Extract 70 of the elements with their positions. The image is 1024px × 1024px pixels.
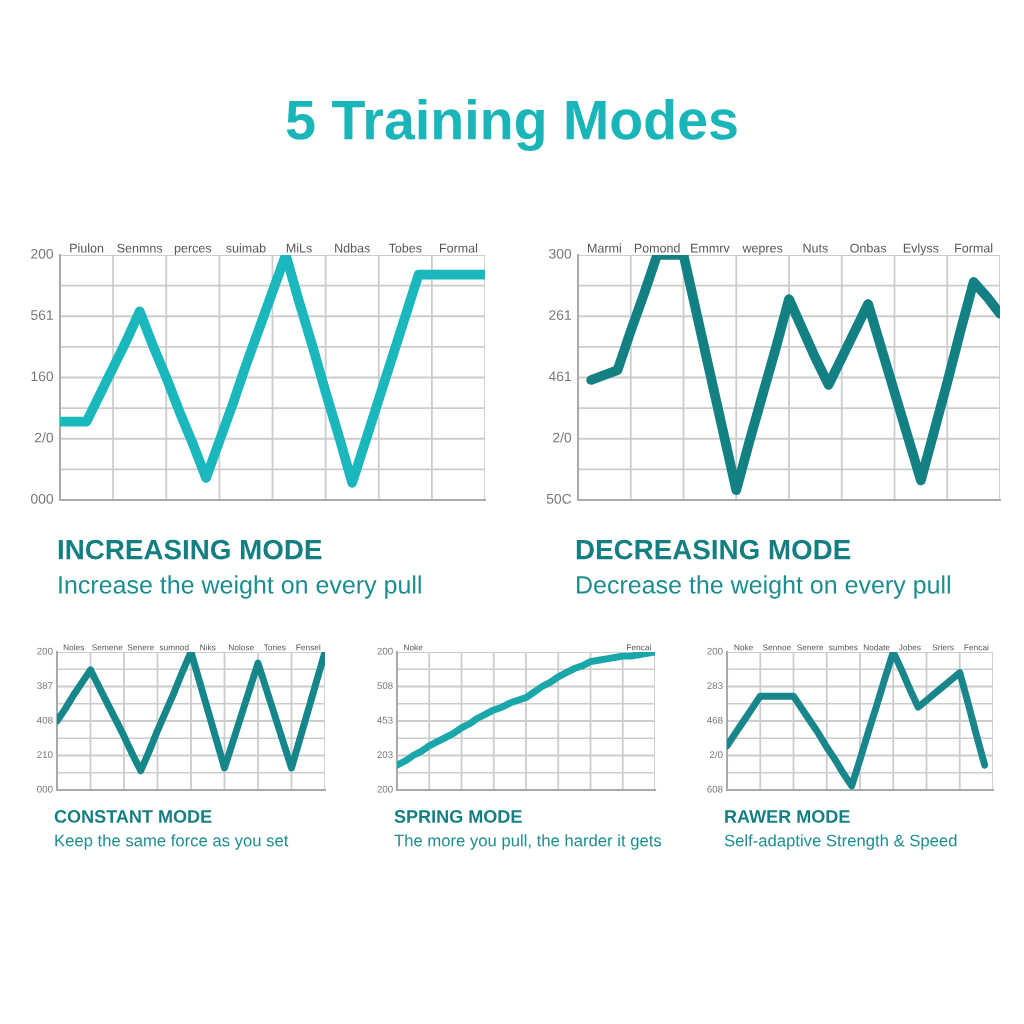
text: 200	[377, 647, 393, 655]
text: 300	[549, 248, 572, 259]
x-tick-label: Tobes	[388, 243, 422, 253]
text: 283	[707, 682, 723, 690]
text: The more you pull, the harder it gets	[394, 834, 662, 850]
text: RAWER MODE	[725, 810, 850, 823]
x-tick-label: Piulon	[70, 243, 104, 253]
text: Self-adaptive Strength & Speed	[724, 834, 957, 850]
x-tick-label: Senmns	[117, 243, 163, 253]
text: 200	[31, 248, 54, 259]
x-tick-label: Formal	[440, 243, 478, 253]
x-tick-label: Niks	[200, 644, 216, 651]
text: 608	[707, 785, 723, 793]
text: 50C	[546, 493, 572, 504]
x-tick-label: Nodate	[863, 644, 890, 651]
text: 000	[37, 785, 53, 793]
text: Decrease the weight on every pull	[577, 575, 950, 599]
text: 561	[31, 310, 53, 320]
x-tick-label: Noke	[404, 644, 423, 651]
x-tick-label: sumnod	[159, 644, 189, 651]
text: 408	[36, 716, 53, 724]
x-tick-label: Noke	[734, 644, 753, 651]
x-tick-label: Sriers	[932, 644, 954, 651]
text: 200	[377, 785, 393, 793]
x-tick-label: perces	[174, 245, 212, 255]
x-tick-label: Formal	[955, 243, 993, 253]
x-tick-label: Fencai	[627, 644, 651, 651]
text: Keep the same force as you set	[55, 834, 289, 850]
text: 000	[31, 493, 54, 504]
text: CONSTANT MODE	[54, 810, 212, 823]
x-tick-label: Marmi	[588, 243, 621, 253]
x-tick-label: sumbes	[829, 644, 858, 651]
text: 468	[707, 716, 723, 724]
x-tick-label: Noles	[63, 644, 85, 651]
x-tick-label: Evlyss	[903, 243, 939, 255]
x-tick-label: Ndbas	[335, 243, 370, 253]
text: 2/0	[35, 432, 54, 443]
x-tick-label: Sennoe	[762, 644, 791, 651]
x-tick-label: Senere	[127, 644, 154, 651]
text: INCREASING MODE	[58, 539, 322, 560]
x-tick-label: Fensel	[296, 644, 321, 651]
text: 2/0	[553, 432, 572, 443]
text: 461	[548, 371, 571, 382]
text: 508	[377, 682, 393, 690]
x-tick-label: Nolose	[228, 644, 254, 651]
x-tick-label: Emmrv	[691, 243, 730, 253]
text: 200	[707, 647, 723, 655]
text: 203	[377, 751, 393, 759]
text: 2/0	[709, 750, 723, 759]
x-tick-label: Jobes	[898, 644, 921, 651]
text: 160	[31, 371, 54, 382]
text: 261	[549, 310, 571, 320]
text: 200	[37, 647, 53, 655]
x-tick-label: wepres	[742, 245, 783, 255]
x-tick-label: Fencai	[964, 644, 989, 651]
x-tick-label: Pomond	[634, 243, 680, 253]
x-tick-label: Tories	[263, 644, 286, 651]
x-tick-label: MiLs	[286, 243, 312, 253]
text: 387	[37, 682, 53, 690]
x-tick-label: Senere	[797, 644, 824, 651]
x-tick-label: Nuts	[803, 243, 828, 253]
x-tick-label: Semene	[92, 644, 123, 651]
text: 5 Training Modes	[286, 98, 737, 152]
text: 453	[377, 716, 393, 724]
text: SPRING MODE	[394, 810, 522, 823]
x-tick-label: Onbas	[850, 243, 887, 253]
text: 210	[37, 751, 53, 759]
x-tick-label: suimab	[226, 243, 266, 253]
text: Increase the weight on every pull	[59, 575, 421, 599]
text: DECREASING MODE	[576, 539, 851, 560]
